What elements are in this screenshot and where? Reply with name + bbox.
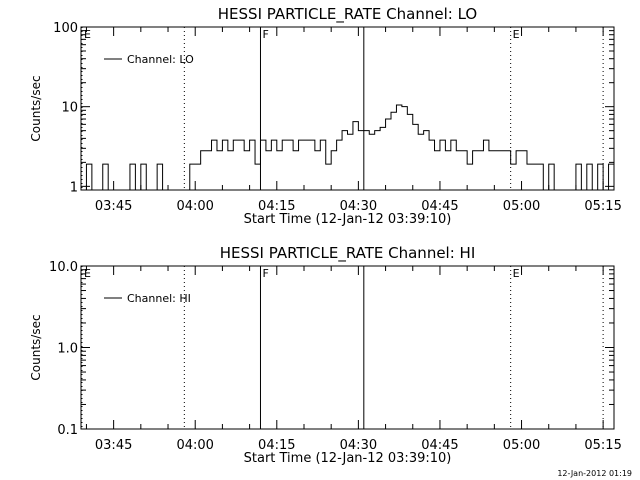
x-tick-label: 05:15 bbox=[584, 199, 621, 214]
x-tick-label: 03:45 bbox=[95, 199, 132, 214]
x-tick-label: 03:45 bbox=[95, 438, 132, 453]
y-axis-label: Counts/sec bbox=[29, 314, 43, 380]
plot-timestamp: 12-Jan-2012 01:19 bbox=[557, 469, 632, 478]
y-tick-label: 1.0 bbox=[57, 342, 78, 357]
event-label: E bbox=[513, 28, 520, 41]
plot-frame bbox=[80, 26, 615, 191]
x-tick-label: 04:15 bbox=[258, 438, 295, 453]
y-axis-label: Counts/sec bbox=[29, 75, 43, 141]
event-label: E bbox=[84, 267, 91, 280]
event-label: E bbox=[84, 28, 91, 41]
x-tick-label: 05:00 bbox=[503, 438, 540, 453]
y-tick-label: 100 bbox=[53, 21, 78, 36]
y-tick-label: 0.1 bbox=[57, 423, 78, 438]
x-tick-label: 04:45 bbox=[421, 438, 458, 453]
x-tick-label: 04:15 bbox=[258, 199, 295, 214]
plot-frame bbox=[80, 265, 615, 430]
x-tick-label: 04:45 bbox=[421, 199, 458, 214]
series-line bbox=[81, 104, 614, 190]
x-tick-label: 05:15 bbox=[584, 438, 621, 453]
hi-channel-panel: HESSI PARTICLE_RATE Channel: HI Counts/se… bbox=[29, 244, 622, 466]
legend-label: Channel: LO bbox=[127, 53, 194, 66]
x-axis-label: Start Time (12-Jan-12 03:39:10) bbox=[244, 212, 452, 227]
lo-channel-panel: HESSI PARTICLE_RATE Channel: LO Counts/se… bbox=[29, 5, 622, 227]
y-tick-label: 10.0 bbox=[49, 260, 78, 275]
x-tick-label: 04:30 bbox=[340, 438, 377, 453]
event-label: E bbox=[513, 267, 520, 280]
y-tick-label: 1 bbox=[70, 180, 78, 195]
x-tick-label: 04:00 bbox=[176, 438, 213, 453]
x-tick-label: 04:30 bbox=[340, 199, 377, 214]
event-label: F bbox=[262, 28, 268, 41]
chart-title: HESSI PARTICLE_RATE Channel: LO bbox=[218, 5, 477, 24]
y-tick-label: 10 bbox=[61, 101, 78, 116]
x-tick-label: 05:00 bbox=[503, 199, 540, 214]
legend-label: Channel: HI bbox=[127, 292, 191, 305]
chart-title: HESSI PARTICLE_RATE Channel: HI bbox=[220, 244, 476, 263]
x-tick-label: 04:00 bbox=[176, 199, 213, 214]
x-axis-label: Start Time (12-Jan-12 03:39:10) bbox=[244, 451, 452, 466]
event-label: F bbox=[262, 267, 268, 280]
